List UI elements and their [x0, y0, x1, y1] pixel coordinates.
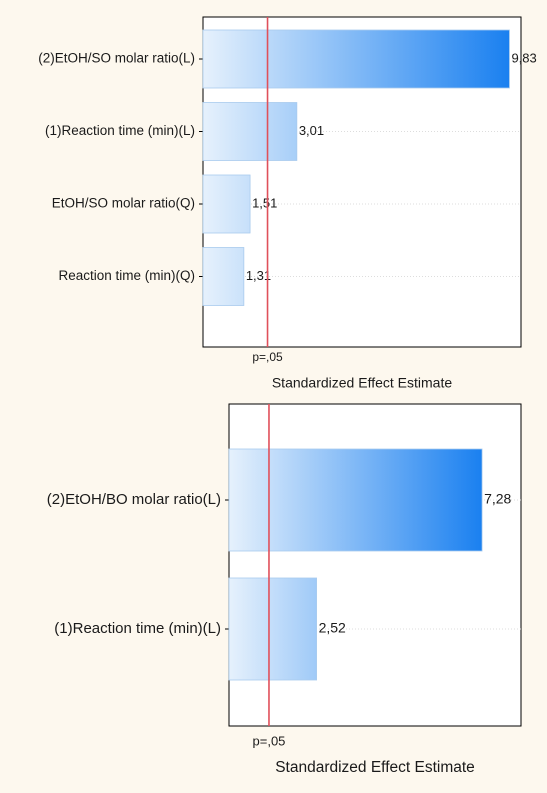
category-label: (1)Reaction time (min)(L) [45, 123, 195, 138]
bar [229, 578, 317, 680]
value-label: 3,01 [299, 123, 324, 138]
significance-label: p=,05 [253, 733, 286, 748]
category-label: EtOH/SO molar ratio(Q) [52, 196, 195, 211]
category-label: (2)EtOH/BO molar ratio(L) [47, 491, 221, 508]
category-label: (2)EtOH/SO molar ratio(L) [38, 51, 195, 66]
effect-chart-2: (2)EtOH/BO molar ratio(L) 7,28 (1)Reaction… [0, 396, 547, 793]
category-label: (1)Reaction time (min)(L) [54, 620, 221, 637]
value-label: 2,52 [319, 620, 346, 636]
bar [203, 103, 297, 161]
category-label: Reaction time (min)(Q) [58, 268, 195, 283]
bar [203, 30, 509, 88]
effect-chart-1: (2)EtOH/SO molar ratio(L) 9,83 (1)Reaction… [0, 0, 547, 396]
value-label: 9,83 [511, 50, 536, 65]
bar [203, 175, 250, 233]
x-axis-label: Standardized Effect Estimate [272, 375, 452, 391]
value-label: 1,51 [252, 195, 277, 210]
bar [229, 449, 482, 551]
x-axis-label: Standardized Effect Estimate [275, 759, 475, 776]
value-label: 7,28 [484, 491, 511, 507]
bar [203, 248, 244, 306]
significance-label: p=,05 [252, 350, 283, 364]
